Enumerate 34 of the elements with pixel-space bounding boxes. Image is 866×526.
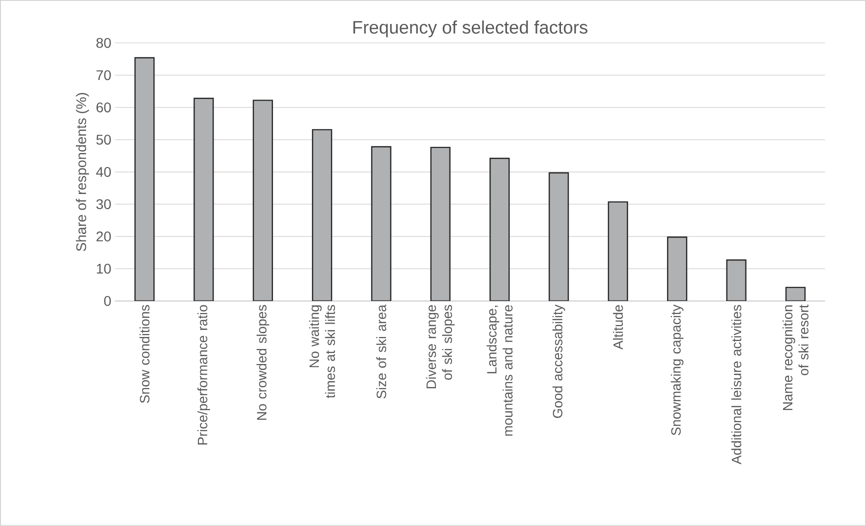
y-tick-label: 80 xyxy=(96,38,111,48)
chart-title: Frequency of selected factors xyxy=(353,20,588,38)
x-tick-label: Snowmaking capacity xyxy=(670,304,684,436)
bar xyxy=(134,57,155,301)
bar xyxy=(194,98,214,301)
y-tick-label: 20 xyxy=(96,232,111,242)
y-tick-label: 70 xyxy=(96,70,111,80)
x-tick-label: No waiting times at ski lifts xyxy=(309,305,336,398)
x-tick-label: Name recognition of ski resort xyxy=(782,304,808,410)
bar xyxy=(312,129,332,301)
x-tick-label: Good accessability xyxy=(552,304,566,418)
bar xyxy=(430,146,451,301)
y-tick-label: 50 xyxy=(96,134,111,145)
y-tick-label: 10 xyxy=(96,264,111,274)
bar xyxy=(667,236,688,301)
x-tick-label: Size of ski area xyxy=(376,304,386,398)
bar xyxy=(371,146,392,301)
y-axis-title: Share of respondents (%) xyxy=(76,93,89,252)
bar xyxy=(489,158,510,301)
y-tick-label: 60 xyxy=(96,102,111,112)
y-tick-label: 30 xyxy=(96,199,111,210)
x-tick-label: Price/performance ratio xyxy=(197,305,210,445)
x-tick-label: Altitude xyxy=(613,305,623,350)
x-tick-label: Additional leisure activities xyxy=(731,305,742,464)
bar xyxy=(548,172,569,301)
x-tick-label: Snow conditions xyxy=(140,305,150,404)
bar xyxy=(608,201,628,301)
y-tick-label: 0 xyxy=(104,296,111,306)
bar xyxy=(252,100,273,301)
x-tick-label: Diverse range of ski slopes xyxy=(426,305,455,388)
y-tick-label: 40 xyxy=(96,167,111,177)
x-tick-label: No crowded slopes xyxy=(256,305,270,420)
x-tick-label: Landscape, mountains and nature xyxy=(486,305,513,436)
bar xyxy=(726,259,746,301)
